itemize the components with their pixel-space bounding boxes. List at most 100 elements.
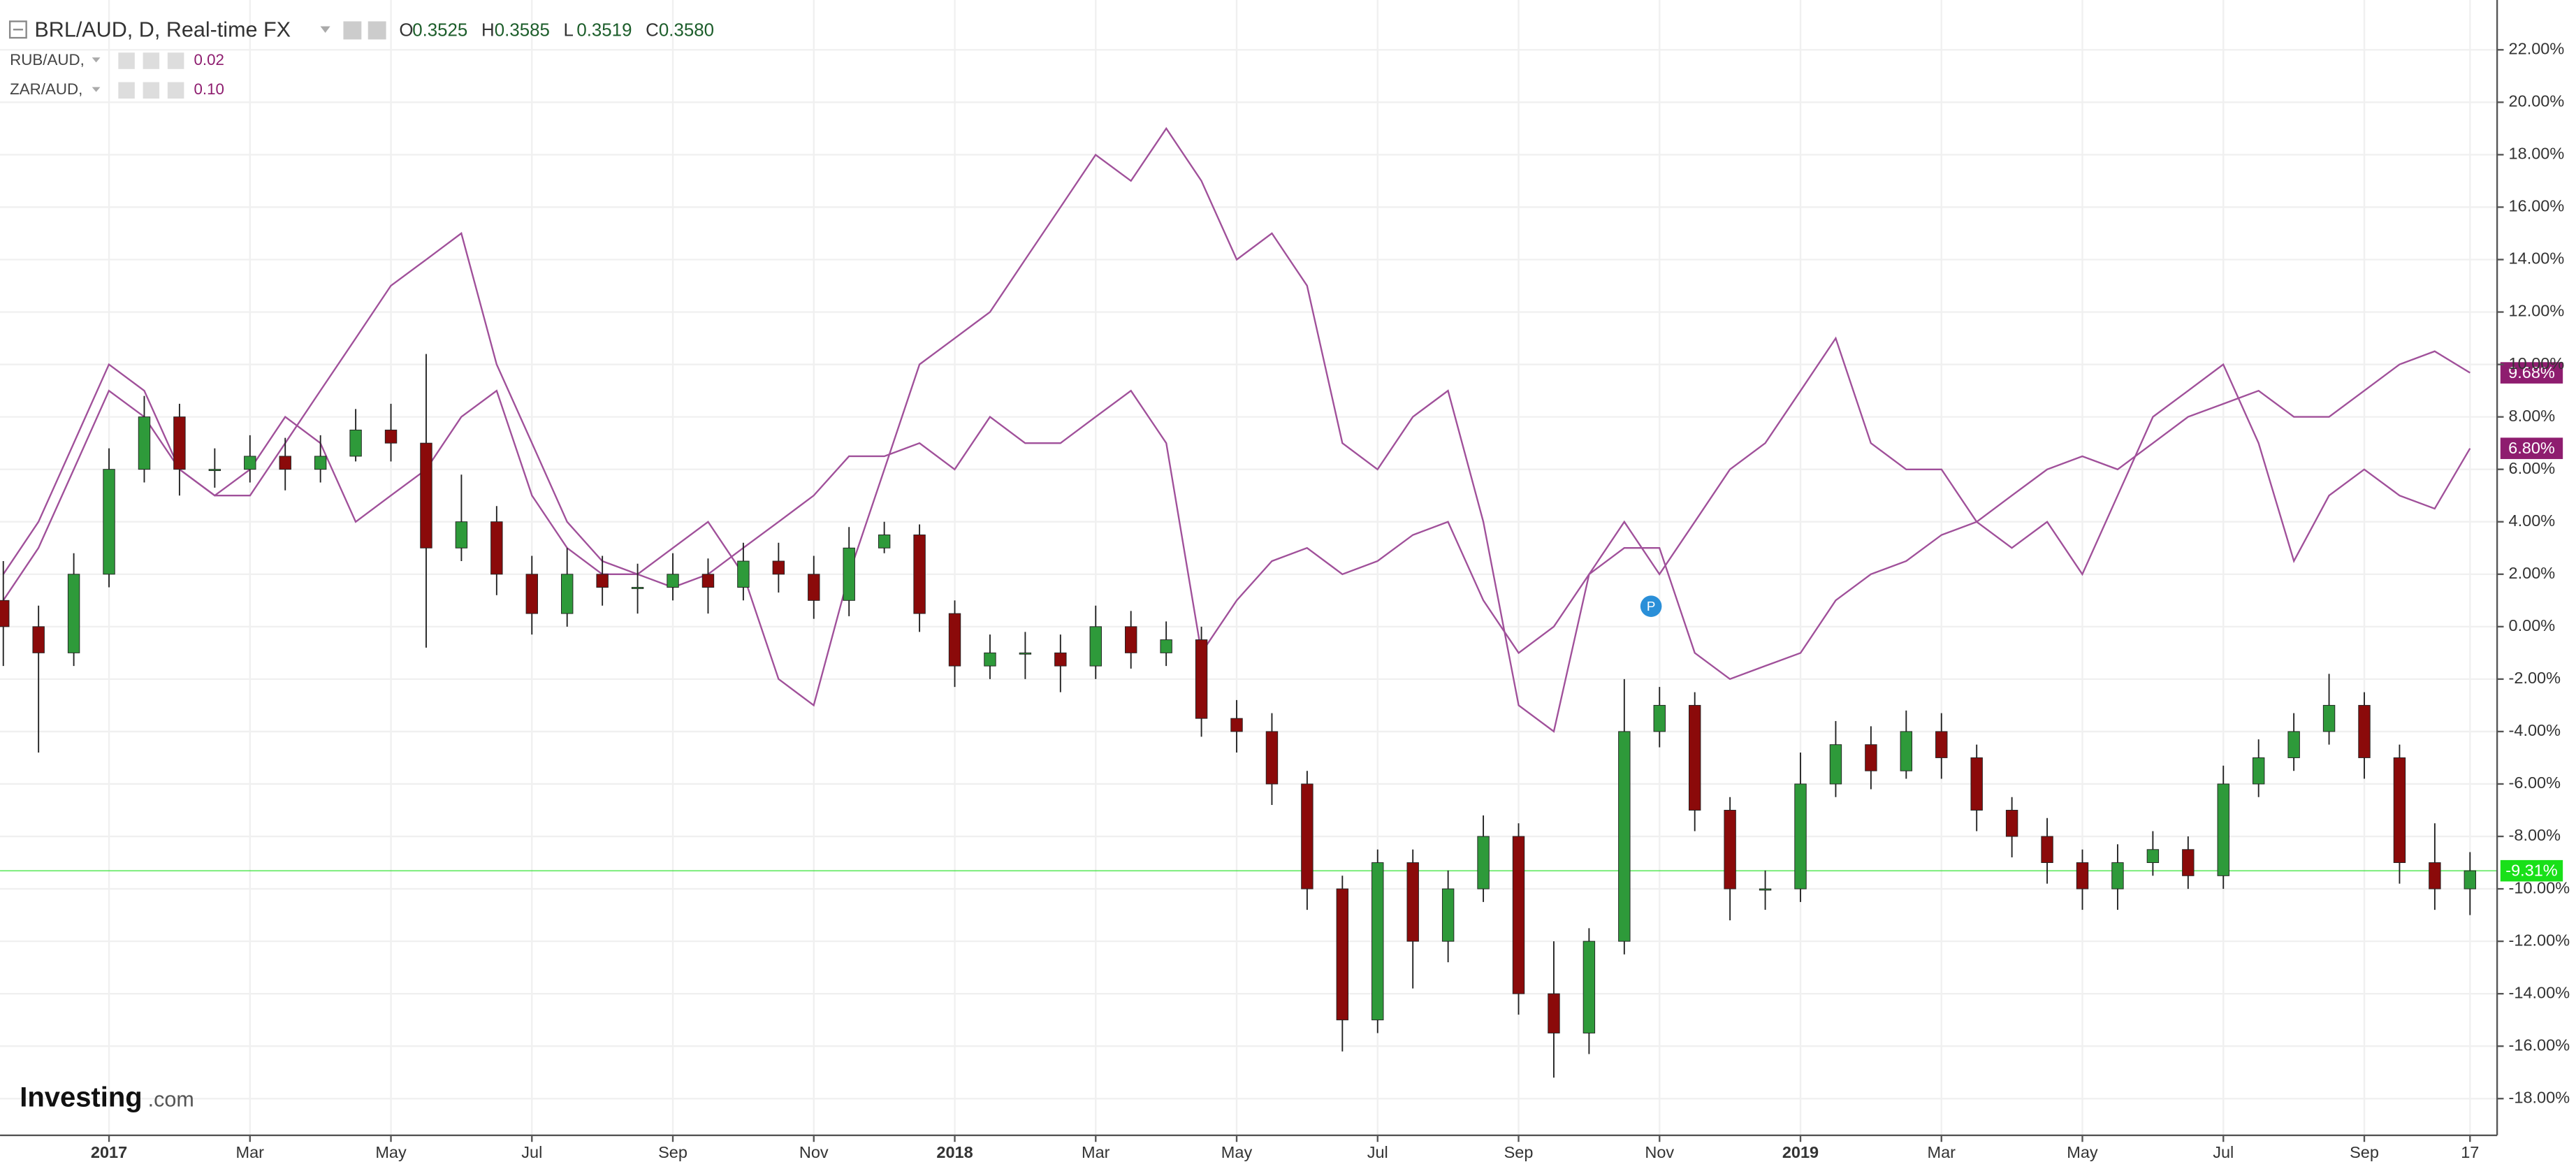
x-tick-label: 2017	[91, 1143, 127, 1161]
candle-body	[1548, 993, 1560, 1033]
ohlc-readout: O0.3525 H 0.3585 L 0.3519 C 0.3580	[399, 21, 714, 41]
candle-body	[1371, 862, 1384, 1021]
candle-body	[1441, 888, 1455, 942]
candle-body	[1653, 704, 1666, 732]
y-tick-label: 0.00%	[2509, 616, 2556, 634]
candle-body	[1900, 731, 1913, 771]
candle-body	[2358, 704, 2371, 758]
ohlc-label: L	[564, 21, 574, 41]
x-tick-label: Jul	[521, 1143, 542, 1161]
y-tick-label: 4.00%	[2509, 511, 2556, 530]
candle-body	[1477, 836, 1490, 890]
candle-body	[1054, 652, 1067, 667]
candle-body	[843, 547, 855, 601]
candle-body	[948, 613, 961, 667]
y-tick-label: 20.00%	[2509, 92, 2565, 110]
legend-label: RUB/AUD,	[10, 51, 85, 68]
candle-body	[1970, 757, 1983, 811]
y-tick-label: -2.00%	[2509, 669, 2561, 687]
candle-body	[2429, 862, 2441, 890]
candle-body	[420, 442, 432, 549]
series-icon	[143, 52, 160, 69]
candle-body	[279, 456, 291, 470]
y-tick-label: -12.00%	[2509, 931, 2570, 949]
candle-body	[138, 416, 151, 470]
candle-body	[244, 456, 256, 470]
legend-value: 0.10	[194, 80, 224, 98]
x-tick-label: Sep	[1504, 1143, 1534, 1161]
series-icon	[167, 82, 184, 99]
y-tick-label: 2.00%	[2509, 564, 2556, 582]
candle-body	[455, 521, 468, 549]
dropdown-arrow	[92, 57, 101, 63]
candle-body	[2005, 810, 2018, 837]
candle-body	[596, 574, 609, 588]
candle-body	[2217, 783, 2229, 876]
dropdown-arrow[interactable]	[320, 26, 330, 34]
candle-body	[1512, 836, 1525, 994]
candle-body	[737, 560, 750, 588]
y-tick-label: -4.00%	[2509, 721, 2561, 739]
settings-icon[interactable]	[343, 21, 362, 40]
y-tick-label: 8.00%	[2509, 407, 2556, 425]
y-tick-label: -14.00%	[2509, 983, 2570, 1001]
candle-body	[490, 521, 503, 575]
ohlc-value: 0.3580	[659, 21, 714, 41]
y-tick-label: 18.00%	[2509, 145, 2565, 163]
candle-body	[1724, 810, 1736, 890]
candle-body	[1125, 626, 1137, 653]
x-tick-label: 2018	[936, 1143, 973, 1161]
x-tick-label: Jul	[1367, 1143, 1388, 1161]
y-tick-label: 12.00%	[2509, 302, 2565, 320]
y-tick-label: 6.00%	[2509, 459, 2556, 477]
candle-body	[384, 429, 398, 444]
candle-body	[314, 456, 327, 470]
candle-body	[913, 535, 926, 614]
candle-body	[1265, 731, 1279, 785]
candle-body	[208, 469, 221, 472]
y-tick-label: 10.00%	[2509, 354, 2565, 372]
candle-body	[1829, 744, 1842, 785]
y-tick-label: -18.00%	[2509, 1088, 2570, 1106]
y-tick-label: -8.00%	[2509, 826, 2561, 844]
candle-body	[1688, 704, 1701, 811]
candle-body	[173, 416, 186, 470]
series-line	[2, 126, 2471, 733]
collapse-button[interactable]	[8, 20, 27, 39]
candle-body	[667, 574, 679, 588]
series-icon	[143, 82, 160, 99]
price-tag	[2500, 437, 2563, 459]
price-tag-label: 9.68%	[2508, 363, 2555, 382]
y-tick-label: -10.00%	[2509, 878, 2570, 896]
y-tick-label: 22.00%	[2509, 39, 2565, 57]
candle-body	[2252, 757, 2265, 785]
watermark-brand: Investing	[20, 1082, 142, 1113]
grid	[0, 0, 2498, 1135]
series-icon	[118, 82, 135, 99]
x-tick-label: Mar	[1082, 1143, 1110, 1161]
price-tag	[2500, 859, 2563, 882]
candle-body	[32, 626, 45, 653]
x-tick-label: May	[1221, 1143, 1253, 1161]
candle-body	[525, 574, 538, 614]
price-tags: -9.31% 9.68% 6.80%	[2500, 362, 2563, 882]
candle-body	[984, 652, 996, 667]
x-tick-label: Sep	[2350, 1143, 2379, 1161]
ohlc-label: H	[481, 21, 495, 41]
candle-body	[808, 574, 820, 601]
legend-label: ZAR/AUD,	[10, 80, 82, 98]
ohlc-value: 0.3525	[412, 21, 467, 41]
chart-title: BRL/AUD, D, Real-time FX	[34, 18, 291, 42]
settings-icon[interactable]	[368, 21, 386, 40]
candle-body	[1935, 731, 1948, 758]
x-tick-label: Mar	[236, 1143, 265, 1161]
series-icon	[167, 52, 184, 69]
x-tick-label: May	[2067, 1143, 2098, 1161]
event-marker	[1640, 595, 1662, 617]
x-tick-label: Nov	[799, 1143, 829, 1161]
candle-body	[1618, 731, 1631, 942]
candle-body	[67, 574, 80, 653]
plot-area	[0, 126, 2477, 1078]
price-tag-label: 6.80%	[2508, 439, 2555, 457]
